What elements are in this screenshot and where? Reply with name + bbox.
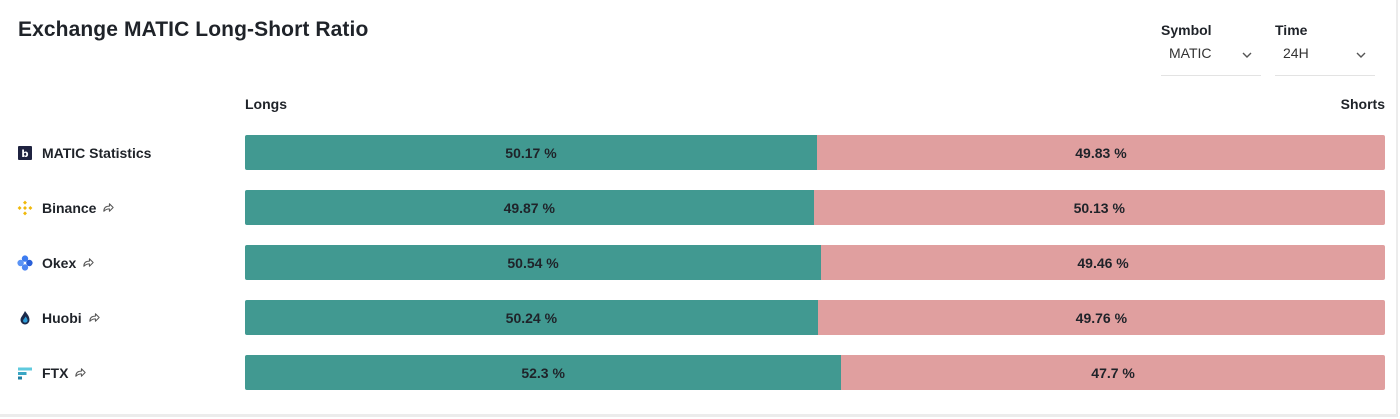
exchange-name: Binance (42, 199, 97, 216)
symbol-select[interactable]: MATIC (1161, 45, 1261, 76)
exchange-row: Okex 50.54 % 49.46 % (0, 245, 1396, 280)
okex-icon (17, 254, 33, 271)
exchange-name: FTX (42, 364, 69, 381)
ratio-bar: 52.3 % 47.7 % (245, 355, 1385, 390)
exchange-row: Binance 49.87 % 50.13 % (0, 190, 1396, 225)
exchange-label: b MATIC Statistics (17, 135, 151, 170)
exchange-label[interactable]: Huobi (17, 300, 101, 335)
chevron-down-icon (1356, 52, 1366, 58)
symbol-value: MATIC (1169, 45, 1212, 61)
share-link-icon[interactable] (88, 311, 101, 324)
share-link-icon[interactable] (74, 366, 87, 379)
short-bar-segment: 49.46 % (821, 245, 1385, 280)
exchange-name: Okex (42, 254, 77, 271)
shorts-header: Shorts (1340, 96, 1385, 112)
exchange-label[interactable]: FTX (17, 355, 87, 390)
chart-title: Exchange MATIC Long-Short Ratio (18, 18, 369, 41)
svg-text:b: b (21, 149, 28, 160)
long-bar-segment: 50.54 % (245, 245, 822, 280)
exchange-name: Huobi (42, 309, 82, 326)
share-link-icon[interactable] (102, 201, 115, 214)
bitcoinwisdom-b-icon: b (17, 145, 33, 161)
ftx-icon (17, 365, 33, 381)
short-bar-segment: 49.76 % (817, 300, 1385, 335)
exchange-label[interactable]: Binance (17, 190, 115, 225)
huobi-icon (17, 310, 33, 326)
long-bar-segment: 52.3 % (245, 355, 842, 390)
ratio-bar: 50.17 % 49.83 % (245, 135, 1385, 170)
time-select[interactable]: 24H (1275, 45, 1375, 76)
chevron-down-icon (1242, 52, 1252, 58)
ratio-bar: 50.54 % 49.46 % (245, 245, 1385, 280)
exchange-name: MATIC Statistics (42, 144, 152, 161)
ratio-bar: 49.87 % 50.13 % (245, 190, 1385, 225)
binance-icon (17, 200, 33, 216)
exchange-row: Huobi 50.24 % 49.76 % (0, 300, 1396, 335)
exchange-row: b MATIC Statistics 50.17 % 49.83 % (0, 135, 1396, 170)
long-bar-segment: 49.87 % (245, 190, 814, 225)
symbol-label: Symbol (1161, 22, 1212, 38)
symbol-control: Symbol MATIC (1161, 22, 1261, 76)
time-value: 24H (1283, 45, 1309, 61)
long-bar-segment: 50.17 % (245, 135, 817, 170)
exchange-label[interactable]: Okex (17, 245, 95, 280)
share-link-icon[interactable] (82, 256, 95, 269)
longs-header: Longs (245, 96, 287, 112)
short-bar-segment: 49.83 % (816, 135, 1385, 170)
long-bar-segment: 50.24 % (245, 300, 818, 335)
ratio-bar: 50.24 % 49.76 % (245, 300, 1385, 335)
time-control: Time 24H (1275, 22, 1375, 76)
short-bar-segment: 47.7 % (841, 355, 1385, 390)
time-label: Time (1275, 22, 1308, 38)
exchange-row: FTX 52.3 % 47.7 % (0, 355, 1396, 390)
short-bar-segment: 50.13 % (813, 190, 1385, 225)
